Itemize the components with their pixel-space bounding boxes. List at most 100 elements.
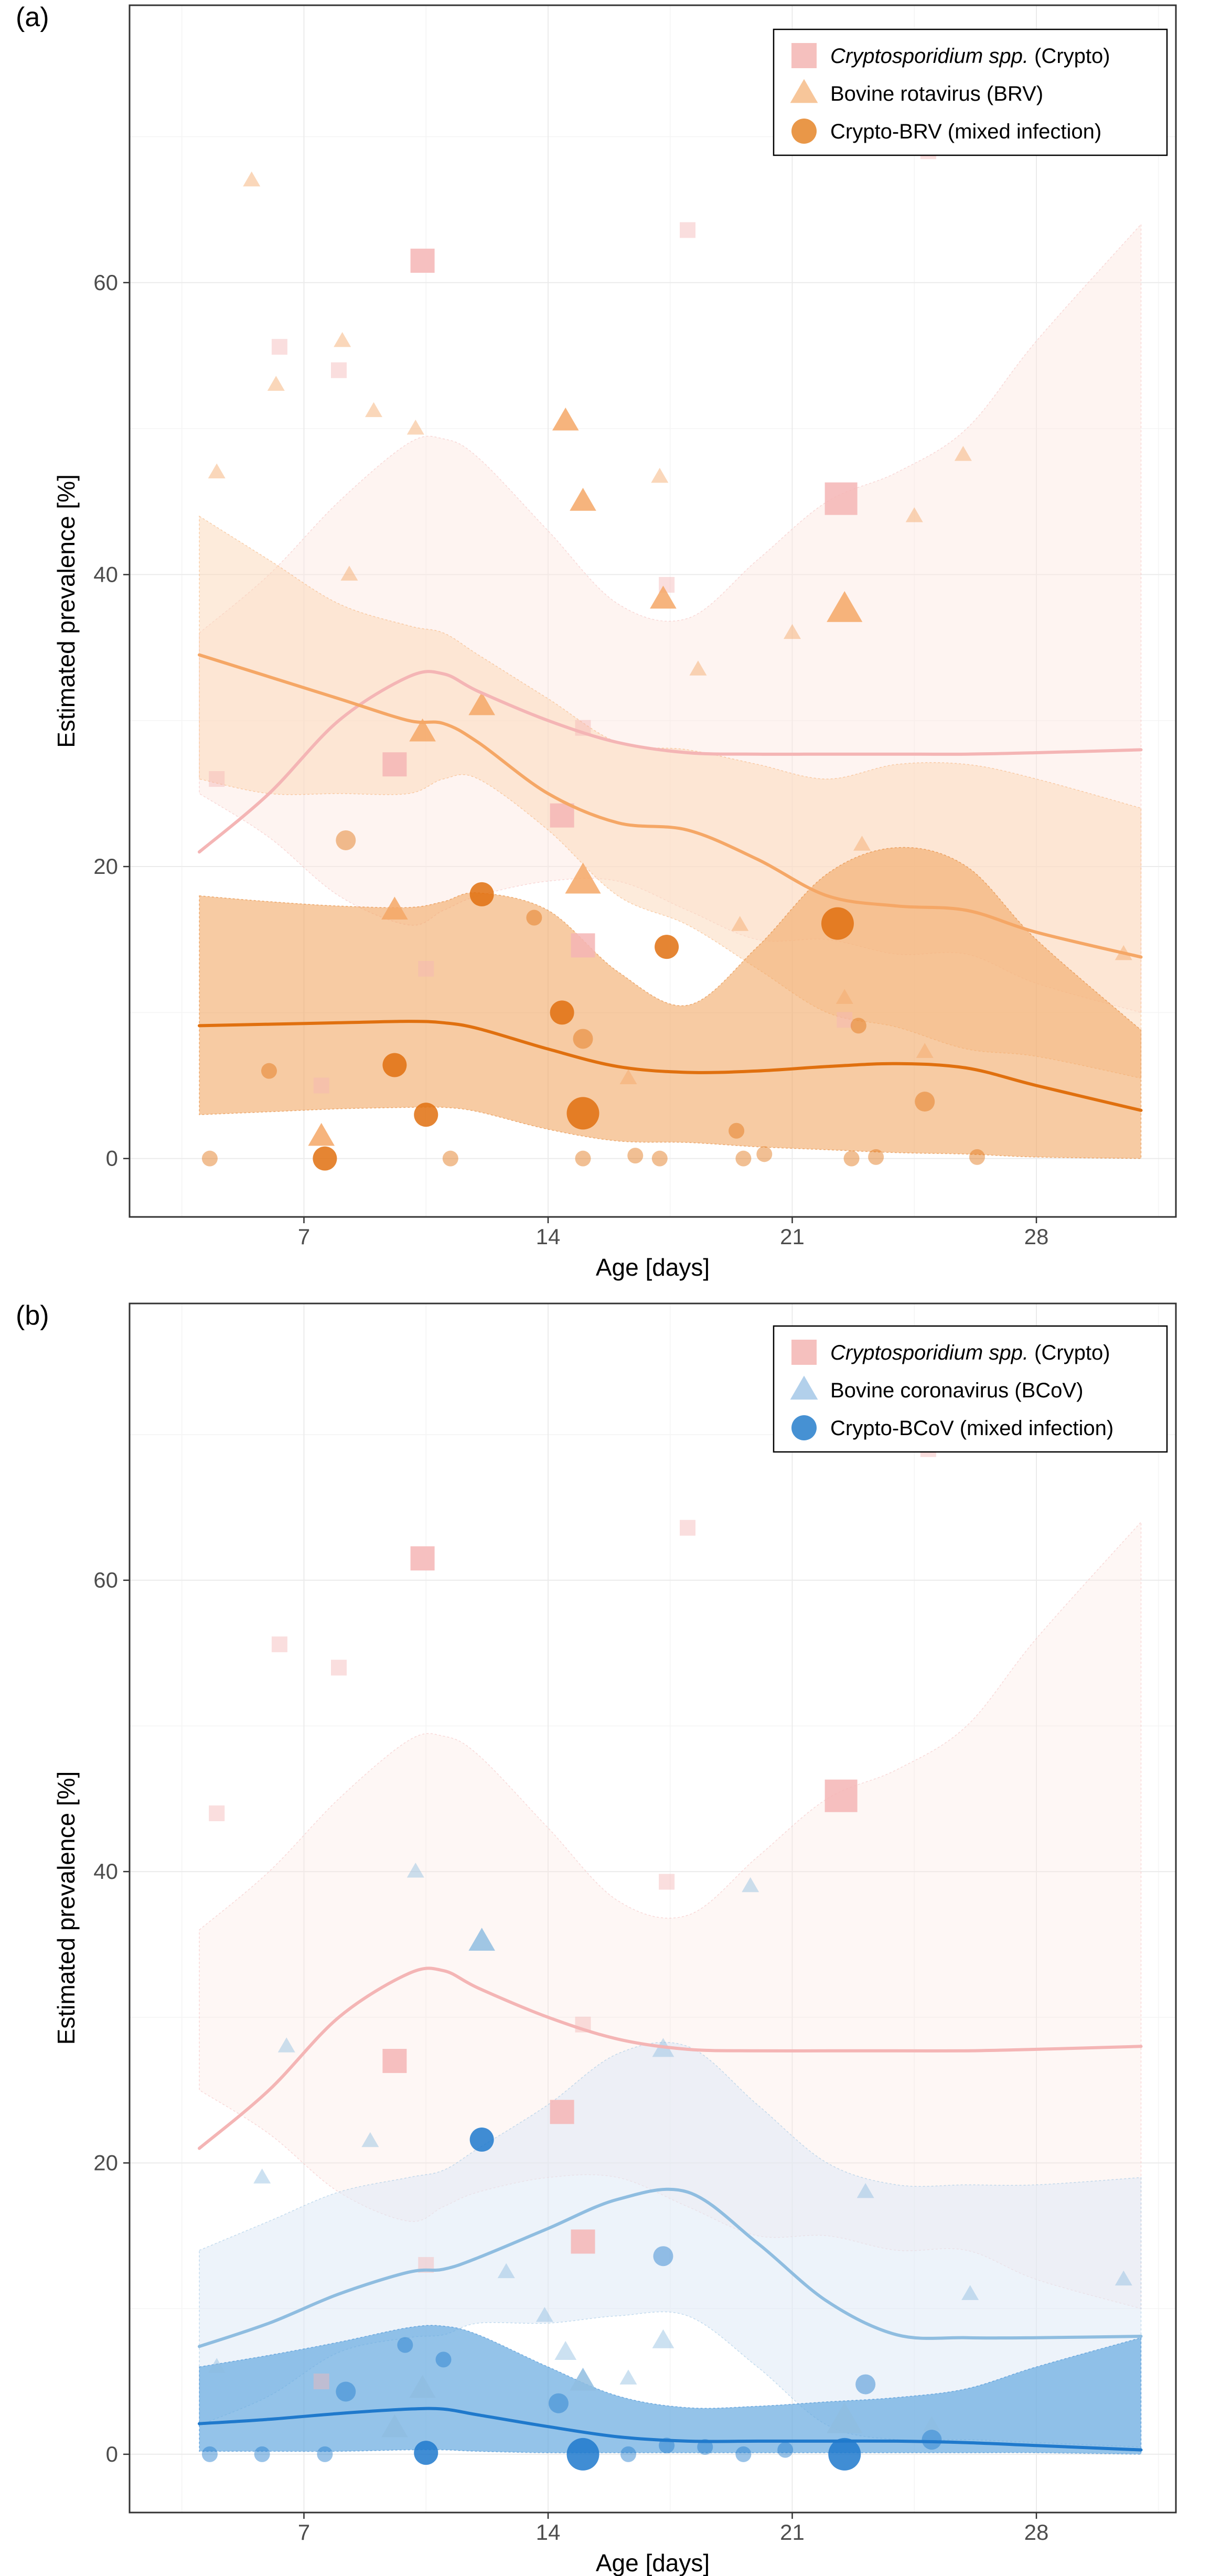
data-point bbox=[824, 1779, 858, 1812]
data-point bbox=[381, 2414, 408, 2438]
x-tick-label: 7 bbox=[298, 2520, 310, 2545]
trend-line-1 bbox=[198, 670, 1143, 854]
data-point bbox=[827, 2402, 863, 2433]
data-point bbox=[565, 862, 601, 894]
trend-line-3 bbox=[198, 2407, 1143, 2452]
legend-label-text: Crypto-BRV (mixed infection) bbox=[830, 120, 1101, 143]
panel-b: (b) 7 14 21 28 0 20 40 60 Age [days] Estimated pre… bbox=[16, 1300, 1177, 2576]
y-tick-label: 0 bbox=[106, 1146, 118, 1171]
data-point bbox=[550, 803, 574, 828]
data-point bbox=[566, 1097, 599, 1130]
data-point bbox=[573, 1029, 593, 1049]
legend-label-text: (Crypto) bbox=[1029, 1341, 1110, 1364]
x-tick-label: 7 bbox=[298, 1224, 310, 1249]
data-point bbox=[742, 1877, 759, 1893]
legend-marker-triangle bbox=[790, 1375, 818, 1400]
legend-label-1: Cryptosporidium spp. (Crypto) bbox=[830, 45, 1110, 68]
data-point bbox=[550, 1000, 574, 1025]
data-point bbox=[653, 2246, 673, 2267]
data-point bbox=[916, 1043, 934, 1058]
data-point bbox=[620, 2446, 636, 2462]
legend-key-3 bbox=[791, 119, 817, 144]
data-point bbox=[243, 171, 261, 187]
data-point bbox=[253, 2168, 271, 2184]
data-point bbox=[735, 1150, 752, 1167]
data-point bbox=[277, 2037, 295, 2053]
legend-label-3: Crypto-BCoV (mixed infection) bbox=[830, 1417, 1113, 1440]
legend-label-text: (Crypto) bbox=[1029, 45, 1110, 68]
trend-line-3 bbox=[198, 1020, 1143, 1112]
points-series-3 bbox=[201, 2128, 942, 2471]
y-tick-label: 60 bbox=[93, 270, 118, 295]
legend-label-text: Bovine rotavirus (BRV) bbox=[830, 82, 1043, 105]
panel-label: (a) bbox=[16, 2, 49, 33]
data-point bbox=[697, 2439, 713, 2455]
data-point bbox=[784, 624, 801, 639]
data-point bbox=[469, 2128, 494, 2152]
y-tick-label: 20 bbox=[93, 2150, 118, 2175]
data-point bbox=[410, 249, 435, 273]
y-tick-label: 40 bbox=[93, 1859, 118, 1884]
data-point bbox=[756, 1146, 773, 1162]
data-point bbox=[382, 752, 407, 777]
x-tick-label: 28 bbox=[1024, 2520, 1049, 2545]
data-point bbox=[575, 1150, 591, 1167]
data-point bbox=[201, 1150, 218, 1167]
data-point bbox=[571, 2229, 595, 2254]
legend: Cryptosporidium spp. (Crypto) Bovine rota… bbox=[773, 28, 1168, 156]
data-point bbox=[729, 1123, 745, 1139]
data-point bbox=[735, 2446, 752, 2462]
data-point bbox=[468, 692, 495, 715]
y-tick-label: 60 bbox=[93, 1568, 118, 1592]
data-point bbox=[731, 916, 749, 931]
data-point bbox=[406, 420, 424, 435]
data-point bbox=[627, 1148, 644, 1164]
data-point bbox=[619, 2369, 637, 2385]
data-point bbox=[469, 882, 494, 906]
x-axis-title: Age [days] bbox=[596, 2549, 710, 2576]
data-point bbox=[570, 2367, 596, 2391]
data-point bbox=[271, 339, 287, 355]
points-series-2 bbox=[208, 171, 1132, 1146]
data-point bbox=[435, 2351, 452, 2368]
data-point bbox=[689, 660, 707, 676]
data-point bbox=[361, 2132, 379, 2147]
points-series-3 bbox=[201, 830, 985, 1171]
panel-label: (b) bbox=[16, 1300, 49, 1331]
data-point bbox=[821, 907, 854, 940]
data-point bbox=[497, 2263, 515, 2279]
data-point bbox=[680, 222, 695, 238]
data-point bbox=[406, 1862, 424, 1878]
legend: Cryptosporidium spp. (Crypto) Bovine coro… bbox=[773, 1325, 1168, 1453]
data-point bbox=[313, 1077, 329, 1094]
data-point bbox=[208, 2358, 226, 2373]
x-axis-title: Age [days] bbox=[596, 1254, 710, 1281]
legend-marker-square bbox=[791, 43, 817, 68]
data-point bbox=[526, 910, 542, 926]
data-point bbox=[954, 446, 972, 461]
data-point bbox=[850, 1018, 866, 1034]
y-axis-title: Estimated prevalence [%] bbox=[52, 1771, 80, 2045]
plot-border bbox=[129, 1302, 1177, 2514]
data-point bbox=[837, 1012, 853, 1028]
data-point bbox=[619, 1069, 637, 1085]
legend-label-italic: Cryptosporidium spp. bbox=[830, 1341, 1029, 1364]
legend-marker-square bbox=[791, 1340, 817, 1365]
confidence-band-3 bbox=[199, 2325, 1142, 2455]
legend-marker-circle bbox=[791, 1415, 817, 1440]
trend-line-2 bbox=[198, 2187, 1143, 2348]
data-point bbox=[418, 960, 434, 977]
data-point bbox=[209, 771, 225, 787]
points-series-2 bbox=[208, 1862, 1132, 2438]
data-point bbox=[336, 830, 356, 850]
data-point bbox=[208, 463, 226, 479]
legend-label-2: Bovine rotavirus (BRV) bbox=[830, 82, 1043, 105]
legend-key-2 bbox=[790, 1375, 818, 1400]
legend-box bbox=[773, 1325, 1168, 1453]
legend-label-3: Crypto-BRV (mixed infection) bbox=[830, 120, 1101, 143]
legend-key-3 bbox=[791, 1415, 817, 1440]
data-point bbox=[969, 1149, 985, 1165]
data-point bbox=[414, 1103, 438, 1127]
x-tick-label: 21 bbox=[780, 1224, 805, 1249]
x-tick-label: 14 bbox=[536, 1224, 561, 1249]
